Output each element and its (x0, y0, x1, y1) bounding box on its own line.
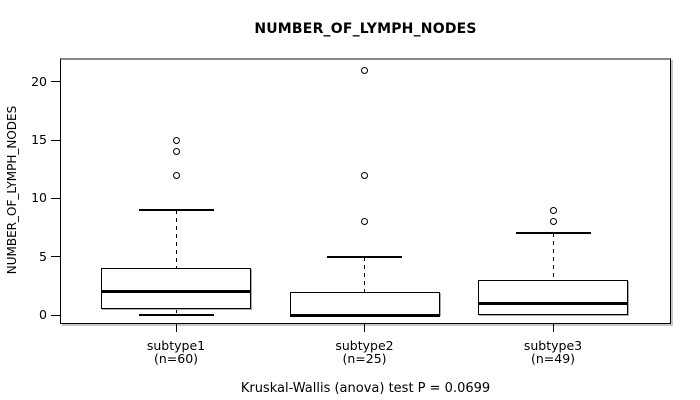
outlier-point (172, 171, 180, 179)
x-tick-label: subtype1 (146, 338, 206, 353)
upper-whisker-cap (515, 232, 591, 235)
y-tick-mark (51, 139, 60, 141)
outlier-point (549, 206, 557, 214)
outlier-point (172, 136, 180, 144)
outlier-point (361, 66, 368, 74)
outlier-point (172, 148, 180, 156)
y-tick-mark (51, 197, 60, 199)
x-tick-sublabel: (n=49) (530, 351, 576, 366)
outlier-point (361, 171, 368, 179)
box (478, 280, 628, 315)
y-tick-label: 0 (39, 307, 47, 322)
x-tick-mark (175, 324, 177, 332)
y-tick-mark (51, 81, 60, 83)
upper-whisker-line (175, 210, 177, 269)
y-tick-label: 5 (39, 248, 47, 264)
y-tick-label: 10 (31, 190, 47, 206)
x-tick-mark (552, 324, 554, 332)
box (289, 291, 440, 315)
y-tick-label: 20 (31, 73, 47, 89)
upper-whisker-cap (138, 209, 214, 211)
stat-test-caption: Kruskal-Wallis (anova) test P = 0.0699 (240, 381, 491, 396)
x-tick-label: subtype2 (335, 338, 394, 353)
box (101, 268, 251, 310)
outlier-point (361, 218, 368, 226)
chart-title: NUMBER_OF_LYMPH_NODES (254, 21, 477, 37)
upper-whisker-cap (327, 255, 402, 258)
lower-whisker-line (175, 309, 177, 315)
upper-whisker-line (552, 233, 554, 280)
upper-whisker-line (364, 256, 365, 292)
median-line (478, 301, 628, 305)
y-tick-mark (51, 256, 60, 258)
x-tick-label: subtype3 (523, 338, 583, 353)
lower-whisker-cap (138, 314, 214, 316)
x-tick-sublabel: (n=60) (153, 351, 199, 366)
median-line (289, 313, 440, 317)
y-tick-mark (51, 314, 60, 316)
x-tick-sublabel: (n=25) (342, 351, 387, 366)
x-tick-mark (364, 324, 365, 332)
median-line (101, 290, 251, 294)
outlier-point (549, 218, 557, 226)
y-tick-label: 15 (31, 132, 47, 148)
